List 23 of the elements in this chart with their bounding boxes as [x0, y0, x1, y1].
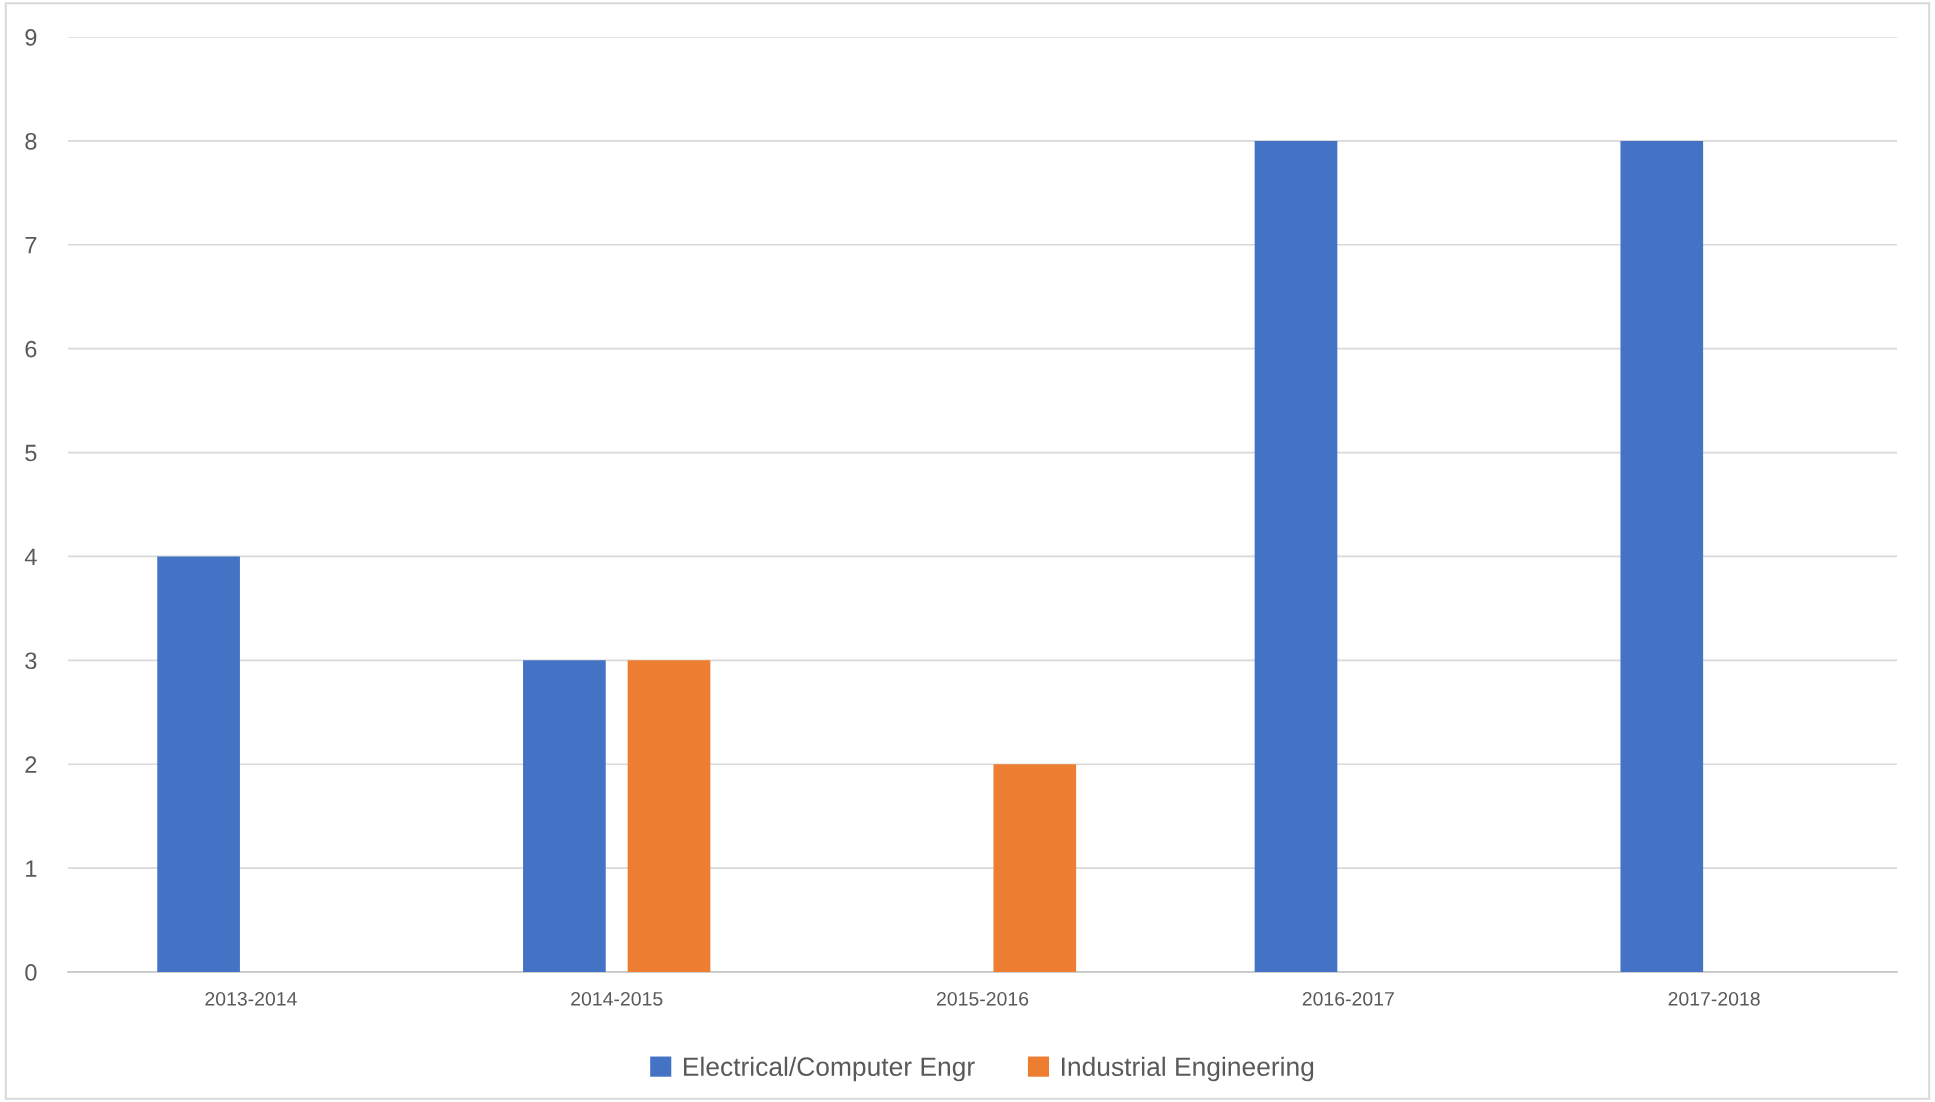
y-tick-label: 2 — [25, 756, 37, 773]
y-tick-label: 6 — [25, 340, 37, 358]
x-tick-label: 2016-2017 — [1302, 991, 1394, 1006]
x-tick-label: 2017-2018 — [1668, 991, 1760, 1006]
y-tick-label: 8 — [25, 132, 37, 150]
y-tick-label: 5 — [25, 444, 37, 462]
legend-label: Industrial Engineering — [1062, 1056, 1314, 1082]
y-tick-label: 7 — [25, 237, 37, 254]
bar — [523, 660, 606, 972]
x-tick-label: 2015-2016 — [936, 991, 1029, 1006]
x-tick-label: 2014-2015 — [571, 991, 663, 1006]
bar — [157, 556, 240, 972]
legend-label: Electrical/Computer Engr — [684, 1056, 975, 1082]
bar — [1254, 140, 1338, 972]
y-tick-label: 1 — [26, 860, 37, 877]
y-tick-label: 9 — [25, 29, 37, 46]
y-tick-label: 0 — [25, 964, 37, 981]
bar — [993, 764, 1077, 972]
y-tick-label: 4 — [24, 548, 37, 565]
y-tick-label: 3 — [25, 652, 37, 670]
bar — [1620, 140, 1704, 972]
bar — [627, 660, 711, 972]
x-tick-label: 2013-2014 — [205, 991, 297, 1006]
